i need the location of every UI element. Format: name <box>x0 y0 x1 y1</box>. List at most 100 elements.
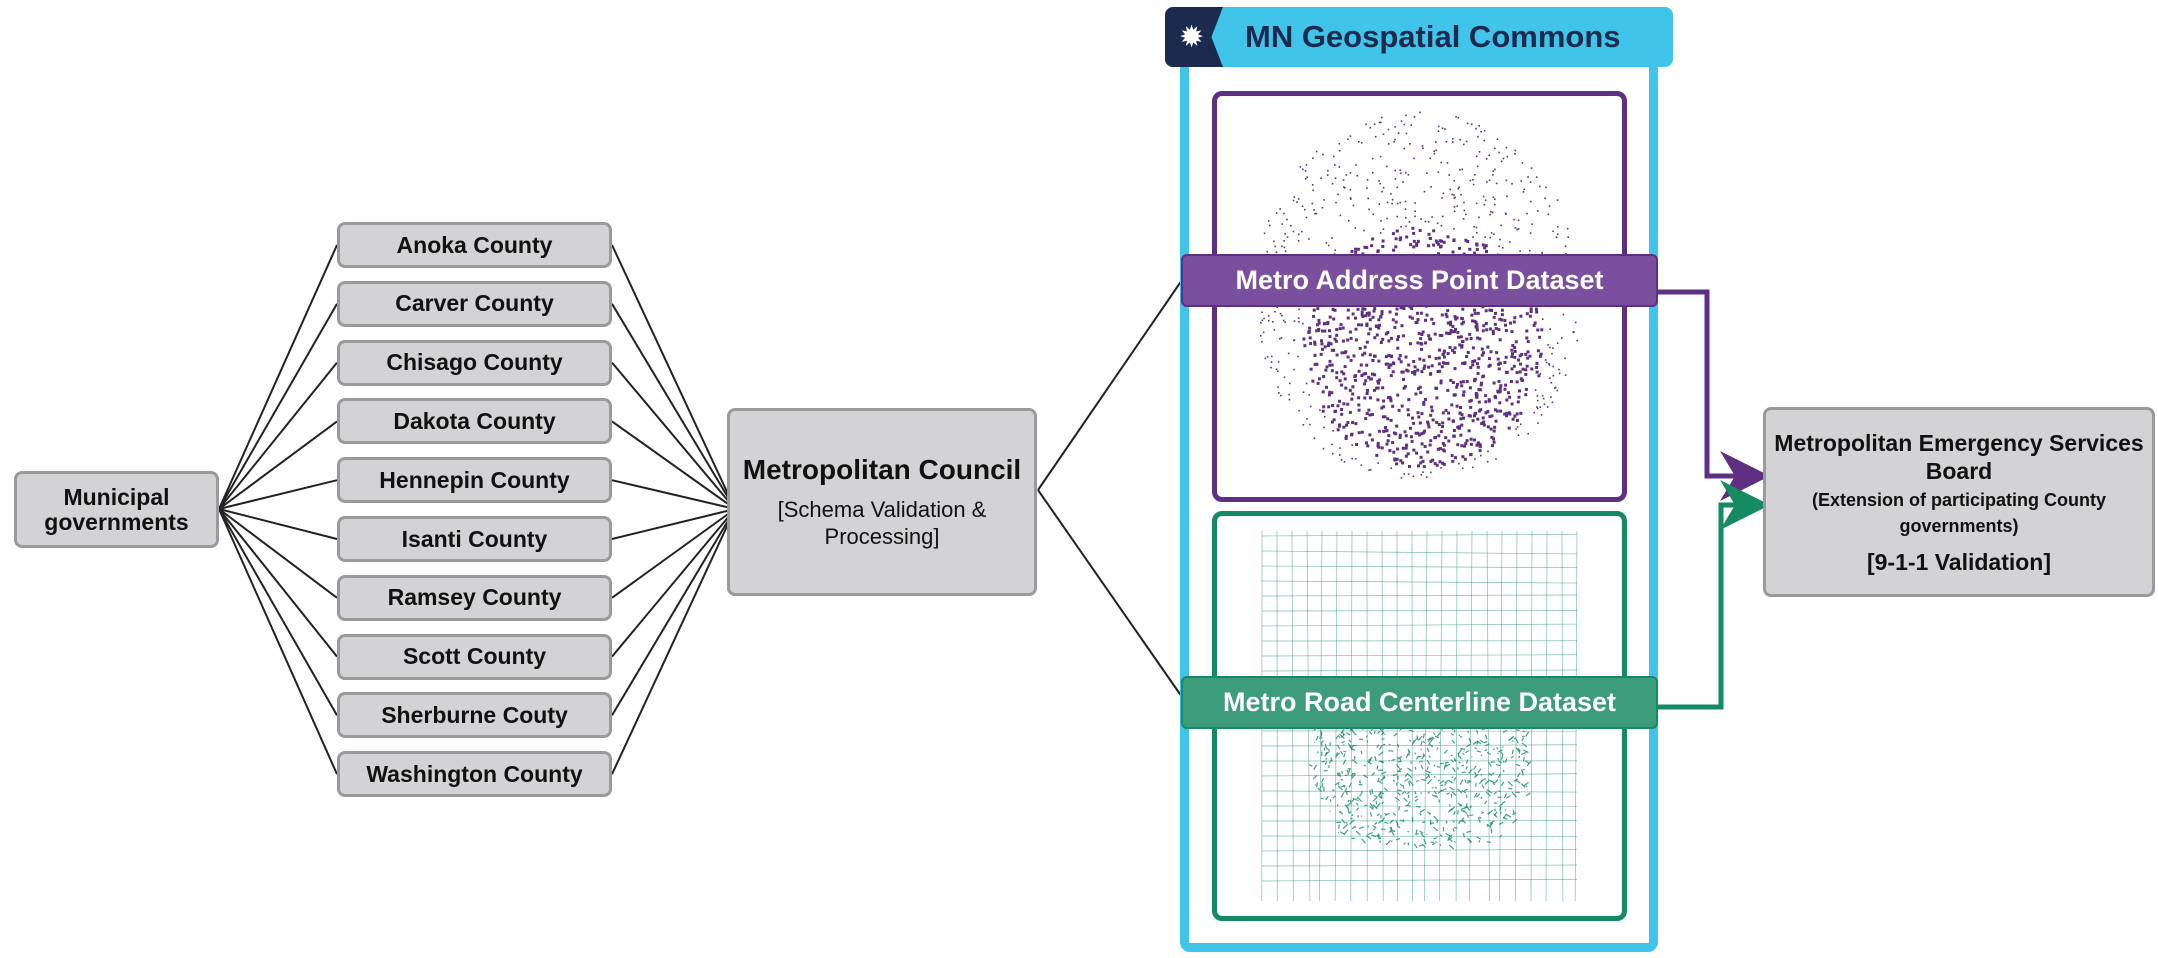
address-point <box>1327 244 1330 247</box>
road-line <box>1324 751 1328 757</box>
road-line <box>1498 790 1501 792</box>
road-line <box>1450 759 1455 763</box>
address-point <box>1431 458 1435 462</box>
address-point <box>1371 157 1374 160</box>
address-point <box>1412 231 1416 235</box>
address-point <box>1469 179 1472 182</box>
road-line <box>1428 755 1432 758</box>
address-point <box>1505 411 1509 415</box>
address-point <box>1333 308 1337 312</box>
address-point <box>1338 166 1341 168</box>
address-point <box>1456 330 1460 334</box>
address-point <box>1387 128 1390 131</box>
address-point <box>1454 196 1456 199</box>
road-line <box>1450 793 1453 798</box>
address-point <box>1272 321 1274 323</box>
address-point <box>1325 242 1328 244</box>
road-line <box>1381 771 1387 775</box>
road-line <box>1384 821 1389 824</box>
road-line <box>1400 819 1405 823</box>
address-point <box>1354 316 1357 320</box>
road-line <box>1515 747 1521 753</box>
address-point <box>1427 334 1431 338</box>
road-line <box>1488 772 1493 777</box>
address-point <box>1394 320 1398 324</box>
address-point <box>1262 331 1265 334</box>
address-point <box>1309 342 1313 346</box>
address-point <box>1508 395 1512 399</box>
road-line <box>1419 830 1424 834</box>
address-point <box>1354 247 1358 251</box>
address-point <box>1393 326 1397 329</box>
address-point <box>1348 330 1352 334</box>
address-point <box>1494 147 1496 150</box>
road-line <box>1412 738 1418 744</box>
address-point <box>1513 355 1517 359</box>
address-point <box>1476 311 1480 315</box>
address-point <box>1297 240 1300 242</box>
road-line <box>1515 763 1521 767</box>
address-point <box>1431 216 1433 218</box>
road-line <box>1319 737 1323 739</box>
county-box: Chisago County <box>337 339 612 386</box>
address-point <box>1469 399 1473 402</box>
road-line <box>1427 737 1432 741</box>
address-point <box>1386 217 1388 220</box>
address-point <box>1404 454 1408 458</box>
address-point <box>1475 127 1477 130</box>
address-point <box>1435 149 1437 152</box>
address-point <box>1478 449 1482 453</box>
address-point <box>1485 328 1489 332</box>
address-point <box>1378 203 1381 205</box>
address-point <box>1518 354 1522 358</box>
address-point <box>1440 224 1443 227</box>
road-line <box>1325 757 1328 760</box>
address-point <box>1373 388 1376 392</box>
address-point <box>1452 393 1456 397</box>
address-point <box>1445 141 1448 143</box>
address-point <box>1503 319 1507 322</box>
road-line <box>1444 782 1447 786</box>
road-line <box>1325 795 1329 801</box>
address-point <box>1459 380 1463 384</box>
address-point <box>1371 413 1374 417</box>
road-line <box>1416 735 1419 741</box>
address-point <box>1484 199 1487 201</box>
address-point <box>1264 357 1267 360</box>
address-point <box>1387 354 1391 357</box>
address-point <box>1441 127 1444 130</box>
address-point <box>1429 413 1433 417</box>
address-point <box>1399 201 1402 204</box>
address-point <box>1325 385 1328 389</box>
address-point <box>1499 384 1503 388</box>
address-point <box>1482 420 1486 424</box>
road-line <box>1357 797 1363 803</box>
county-box: Hennepin County <box>337 457 612 504</box>
address-point <box>1483 139 1486 142</box>
address-point <box>1352 204 1355 207</box>
address-point <box>1524 372 1528 376</box>
county-box: Ramsey County <box>337 574 612 621</box>
road-line <box>1436 732 1441 737</box>
address-point <box>1436 242 1440 246</box>
road-line <box>1439 779 1445 785</box>
road-line <box>1498 760 1503 764</box>
road-line <box>1468 737 1472 744</box>
road-line <box>1329 799 1332 802</box>
road-line <box>1459 779 1464 785</box>
address-point <box>1282 319 1285 322</box>
address-point <box>1503 412 1507 416</box>
address-point <box>1461 361 1465 365</box>
address-point <box>1406 452 1410 456</box>
road-line <box>1508 787 1513 790</box>
road-line <box>1506 813 1512 818</box>
address-point <box>1413 365 1417 369</box>
road-line <box>1369 789 1372 795</box>
address-point <box>1408 465 1411 468</box>
address-point <box>1394 245 1398 249</box>
road-line <box>1521 742 1528 748</box>
road-line <box>1359 792 1363 797</box>
address-point <box>1535 366 1539 369</box>
road-line <box>1388 759 1390 762</box>
address-point <box>1491 329 1495 333</box>
